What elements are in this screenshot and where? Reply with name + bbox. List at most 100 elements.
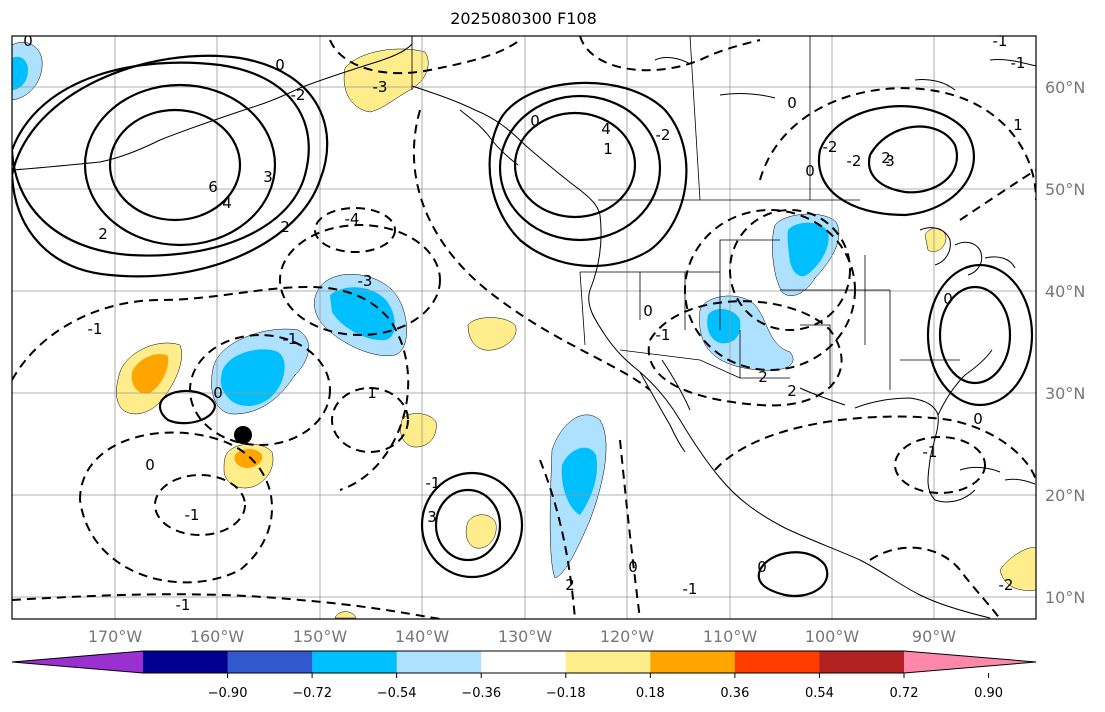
contour-label: -2 — [847, 152, 862, 170]
colorbar-segment — [143, 651, 229, 673]
contour-label: 1 — [367, 384, 377, 402]
contour-label: 3 — [885, 152, 895, 170]
contour-label: 0 — [943, 290, 953, 308]
positive-anomaly-patch — [343, 48, 429, 113]
contour-label: 0 — [213, 384, 223, 402]
positive-anomaly-patch — [467, 317, 517, 351]
longitude-label: 110°W — [703, 627, 758, 646]
colorbar-tick-label: −0.18 — [546, 686, 586, 701]
positive-anomaly-patch — [334, 611, 357, 619]
contour-label: 2 — [881, 149, 891, 167]
contour-label: 1 — [1013, 116, 1023, 134]
contour-label: 0 — [973, 410, 983, 428]
graticule — [12, 36, 1036, 619]
colorbar-segment — [734, 651, 820, 673]
contour-label: -1 — [88, 320, 103, 338]
colorbar-tick-label: −0.72 — [292, 686, 332, 701]
contour-label: -1 — [683, 580, 698, 598]
longitude-label: 130°W — [498, 627, 553, 646]
negative-anomaly-patch — [561, 447, 598, 515]
positive-anomaly-patch — [924, 228, 947, 252]
contour-label: -2 — [823, 138, 838, 156]
colorbar-segment — [819, 651, 905, 673]
contour-label: 1 — [603, 140, 613, 158]
positive-contours — [12, 54, 1034, 598]
contour-label: -1 — [656, 326, 671, 344]
contour-label: 0 — [787, 94, 797, 112]
contour-label: 2 — [565, 576, 575, 594]
map-area — [12, 36, 1036, 619]
colorbar-tick-label: −0.54 — [377, 686, 417, 701]
map-title: 2025080300 F108 — [450, 9, 597, 28]
contour-label: -2 — [656, 126, 671, 144]
contour-label: -1 — [923, 443, 938, 461]
negative-contours — [12, 36, 1036, 619]
contour-label: 0 — [275, 56, 285, 74]
colorbar-segment — [650, 651, 736, 673]
longitude-label: 100°W — [805, 627, 860, 646]
negative-anomaly-patch — [12, 56, 28, 90]
contour-label: 2 — [98, 225, 108, 243]
contour-label: -1 — [1011, 54, 1026, 72]
location-marker-dot — [234, 426, 252, 444]
contour-label: -1 — [993, 32, 1008, 50]
latitude-label: 30°N — [1045, 384, 1085, 403]
contour-label: 0 — [643, 302, 653, 320]
contour-label: -2 — [291, 86, 306, 104]
colorbar-extend-high — [904, 651, 1036, 673]
contour-label: 0 — [805, 162, 815, 180]
latitude-labels: 60°N 50°N 40°N 30°N 20°N 10°N — [1045, 78, 1085, 607]
colorbar: −0.90 −0.72 −0.54 −0.36 −0.18 0.18 0.36 0.54 0.7… — [11, 650, 1037, 701]
contour-label: 0 — [757, 558, 767, 576]
colorbar-tick-label: −0.90 — [208, 686, 248, 701]
contour-label: 4 — [222, 194, 232, 212]
contour-label: 2 — [787, 382, 797, 400]
contour-label: -4 — [345, 210, 360, 228]
positive-anomaly-patch — [465, 514, 497, 549]
colorbar-segment — [396, 651, 482, 673]
longitude-label: 140°W — [395, 627, 450, 646]
negative-anomaly-patch — [220, 349, 285, 406]
contour-label: 4 — [601, 120, 611, 138]
colorbar-tick-label: 0.36 — [720, 686, 749, 701]
contour-label: 2 — [758, 368, 768, 386]
contour-label: 2 — [280, 218, 290, 236]
colorbar-tick-label: 0.90 — [974, 686, 1003, 701]
colorbar-tick-label: 0.18 — [636, 686, 665, 701]
longitude-label: 150°W — [293, 627, 348, 646]
colorbar-segment — [312, 651, 398, 673]
colorbar-segment — [227, 651, 313, 673]
contour-label: 0 — [145, 456, 155, 474]
contour-label: 3 — [427, 508, 437, 526]
contour-label: -3 — [358, 272, 373, 290]
longitude-label: 160°W — [190, 627, 245, 646]
contour-label: 0 — [23, 32, 33, 50]
latitude-label: 10°N — [1045, 588, 1085, 607]
negative-anomaly-patch — [330, 287, 395, 341]
contour-label: -1 — [426, 474, 441, 492]
colorbar-tick-label: 0.72 — [890, 686, 919, 701]
contour-label: -3 — [373, 78, 388, 96]
contour-label: 0 — [628, 558, 638, 576]
contour-label: -1 — [185, 506, 200, 524]
map-frame — [11, 35, 1037, 620]
contour-label: -1 — [283, 330, 298, 348]
contour-label: 0 — [530, 112, 540, 130]
colorbar-segment — [481, 651, 567, 673]
colorbar-tick-label: 0.54 — [805, 686, 834, 701]
latitude-label: 60°N — [1045, 78, 1085, 97]
negative-anomaly-patch — [707, 308, 741, 344]
colorbar-outline — [11, 650, 1037, 674]
positive-anomaly-patch — [131, 353, 169, 394]
longitude-label: 120°W — [600, 627, 655, 646]
colorbar-extend-low — [12, 651, 143, 673]
latitude-label: 40°N — [1045, 282, 1085, 301]
colorbar-tick-label: −0.36 — [461, 686, 501, 701]
contour-label: -2 — [999, 576, 1014, 594]
contour-label: 6 — [208, 178, 218, 196]
colorbar-segment — [565, 651, 651, 673]
latitude-label: 50°N — [1045, 180, 1085, 199]
anomaly-fill-layer — [12, 42, 1036, 619]
latitude-label: 20°N — [1045, 486, 1085, 505]
